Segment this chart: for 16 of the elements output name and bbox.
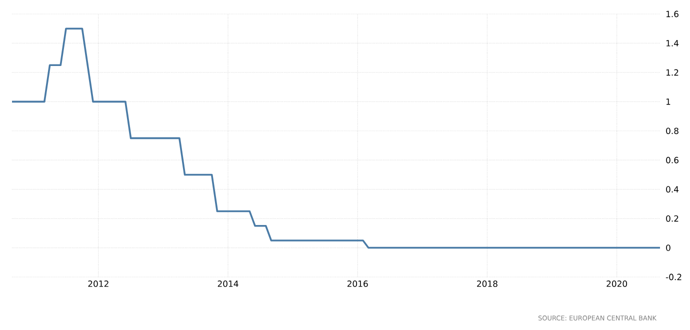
y-tick-label: 0: [666, 244, 670, 251]
y-tick-label: 0.6: [666, 156, 678, 164]
y-tick-label: 1.4: [666, 40, 679, 46]
y-tick-label: 0.8: [666, 128, 678, 134]
y-tick-label: 1.2: [666, 69, 678, 76]
x-tick-label: 2014: [218, 280, 238, 287]
x-tick-label: 2020: [606, 280, 628, 287]
line-series: [12, 28, 660, 249]
y-tick-label: 1.6: [666, 10, 678, 18]
y-tick-label: -0.2: [666, 274, 682, 280]
x-tick-label: 2018: [477, 280, 498, 287]
y-tick-label: 0.2: [666, 215, 678, 222]
x-tick-label: 2012: [88, 280, 108, 287]
y-tick-label: 0.4: [666, 186, 679, 193]
x-tick-label: 2016: [347, 280, 368, 287]
y-tick-label: 1: [666, 98, 670, 105]
